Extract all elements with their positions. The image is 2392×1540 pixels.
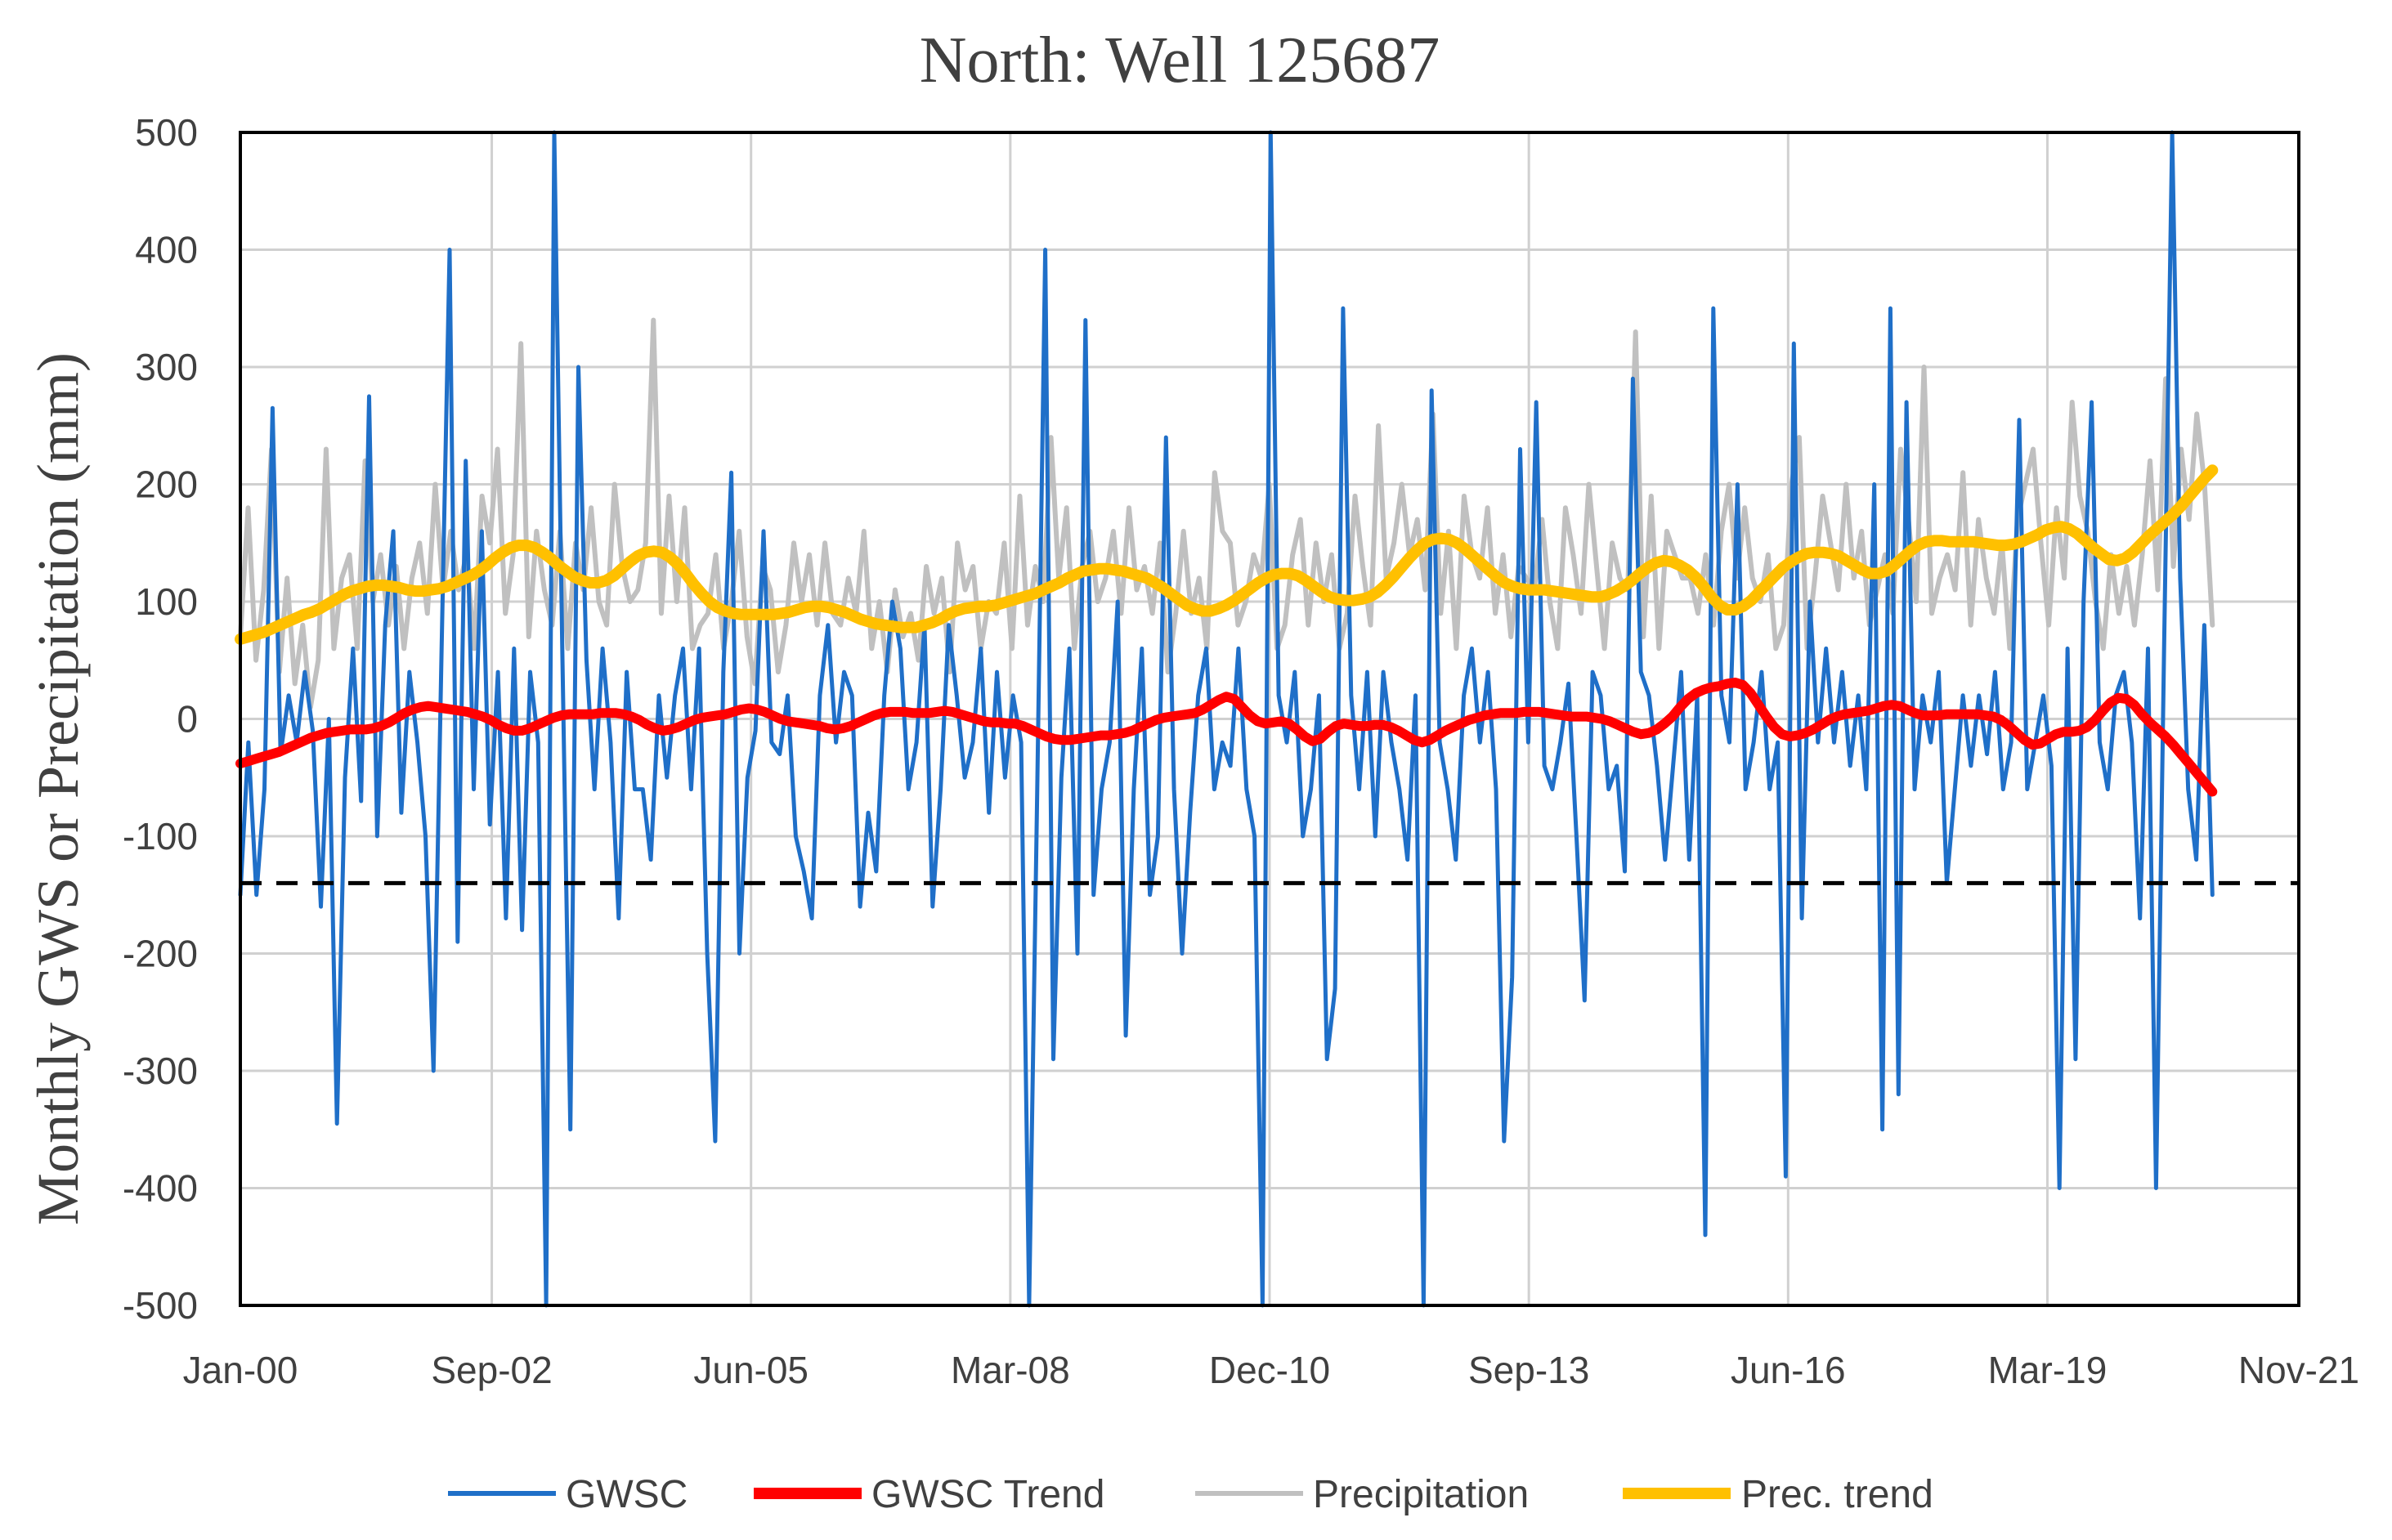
legend-label-gwsc: GWSC	[566, 1473, 688, 1516]
y-axis-title: Monthly GWS or Precipitation (mm)	[25, 352, 91, 1225]
x-tick-labels: Jan-00 Sep-02 Jun-05 Mar-08 Dec-10 Sep-13 Jun-…	[183, 1349, 2359, 1391]
series-line-gwsc-trend	[235, 678, 2218, 797]
legend-item-prec-trend: Prec. trend	[1623, 1473, 1933, 1516]
y-tick-label-9: -400	[123, 1167, 198, 1210]
y-tick-labels: 500 400 300 200 100 0 -100 -200 -300 -400 -500	[123, 111, 198, 1327]
x-tick-label-0: Jan-00	[183, 1349, 298, 1391]
legend-item-precipitation: Precipitation	[1195, 1473, 1529, 1516]
y-tick-label-4: 100	[135, 580, 198, 623]
legend-item-gwsc: GWSC	[448, 1473, 688, 1516]
y-tick-label-7: -200	[123, 933, 198, 975]
x-tick-label-4: Dec-10	[1209, 1349, 1330, 1391]
x-tick-label-5: Sep-13	[1468, 1349, 1589, 1391]
y-tick-label-2: 300	[135, 346, 198, 388]
series-layer	[235, 130, 2219, 1308]
x-tick-label-3: Mar-08	[951, 1349, 1070, 1391]
y-tick-label-5: 0	[177, 698, 198, 741]
x-tick-label-2: Jun-05	[693, 1349, 809, 1391]
chart-title: North: Well 125687	[920, 25, 1440, 96]
y-tick-label-8: -300	[123, 1050, 198, 1092]
y-tick-label-6: -100	[123, 815, 198, 857]
x-tick-label-7: Mar-19	[1988, 1349, 2108, 1391]
x-tick-label-1: Sep-02	[431, 1349, 552, 1391]
y-tick-label-1: 400	[135, 229, 198, 271]
legend: GWSC GWSC Trend Precipitation Prec. tren…	[448, 1473, 1933, 1516]
y-tick-label-0: 500	[135, 111, 198, 154]
y-tick-label-10: -500	[123, 1284, 198, 1327]
y-tick-label-3: 200	[135, 463, 198, 506]
plot-frame	[239, 131, 2300, 1307]
legend-item-gwsc-trend: GWSC Trend	[754, 1473, 1104, 1516]
x-tick-label-6: Jun-16	[1731, 1349, 1846, 1391]
series-line-gwsc	[238, 130, 2215, 1308]
legend-label-gwsc-trend: GWSC Trend	[871, 1473, 1104, 1516]
series-line-precipitation	[238, 317, 2215, 710]
series-line-prec-trend	[235, 464, 2219, 645]
x-tick-label-8: Nov-21	[2238, 1349, 2359, 1391]
legend-label-prec-trend: Prec. trend	[1741, 1473, 1933, 1516]
legend-label-precipitation: Precipitation	[1313, 1473, 1529, 1516]
